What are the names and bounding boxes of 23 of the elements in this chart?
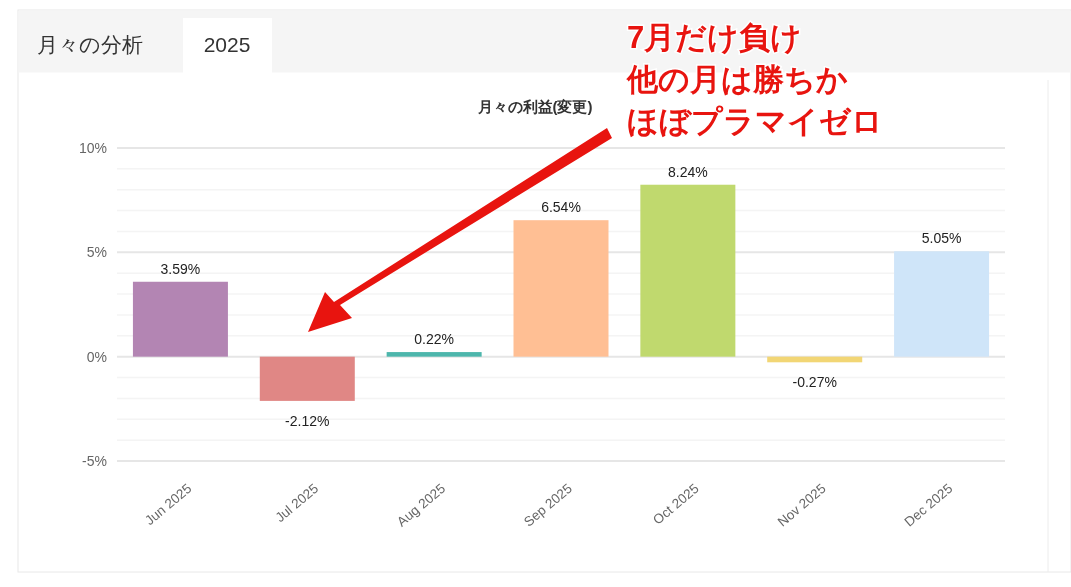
y-tick-label: -5%: [82, 453, 107, 469]
bar: [513, 220, 609, 357]
bar: [640, 184, 736, 357]
bar: [132, 281, 228, 357]
y-tick-label: 0%: [86, 348, 107, 365]
text: ほぼプラマイゼロ: [627, 104, 883, 139]
data-label: 5.05%: [921, 230, 962, 247]
y-tick-label: 10%: [78, 140, 107, 156]
bar: [386, 352, 482, 357]
text: 2025: [203, 33, 251, 56]
data-label: 6.54%: [541, 199, 581, 216]
text: 7月だけ負け: [627, 20, 803, 55]
chart-title: 月々の利益(変更): [476, 98, 593, 115]
bar: [894, 251, 990, 357]
data-label: -0.27%: [792, 374, 837, 391]
data-label: -2.12%: [285, 412, 330, 429]
text: 月々の分析: [37, 33, 143, 56]
data-label: 8.24%: [668, 163, 708, 180]
data-label: 0.22%: [414, 331, 454, 348]
data-label: 3.59%: [160, 260, 201, 277]
y-tick-label: 5%: [86, 244, 107, 261]
text: 他の月は勝ちか: [626, 62, 848, 97]
bar: [259, 356, 355, 401]
